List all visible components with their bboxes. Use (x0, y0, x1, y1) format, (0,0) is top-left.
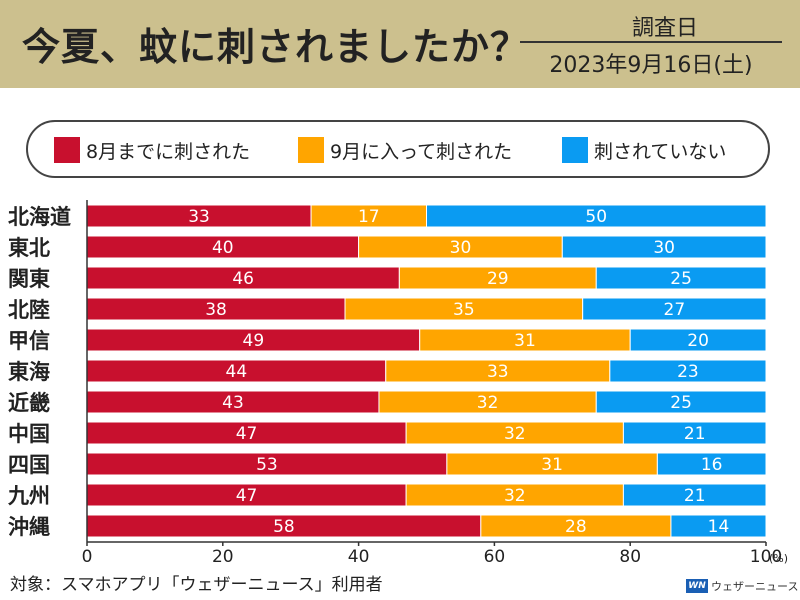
bar-segment (622, 421, 767, 445)
category-label: 東海 (8, 360, 50, 384)
survey-divider (520, 41, 782, 43)
bar-segment (582, 297, 767, 321)
legend-label: 刺されていない (594, 140, 727, 163)
data-label: 33 (487, 362, 509, 382)
x-tick-label: 40 (348, 547, 370, 567)
data-label: 32 (477, 393, 499, 413)
legend-label: 8月までに刺された (86, 140, 251, 163)
data-label: 50 (585, 207, 607, 227)
data-label: 47 (236, 424, 258, 444)
bar-segment (426, 204, 767, 228)
bar-segment (670, 514, 767, 538)
data-label: 21 (684, 486, 706, 506)
weathernews-logo: WN ウェザーニュース (686, 578, 798, 594)
category-label: 甲信 (8, 329, 50, 353)
x-tick-label: 60 (484, 547, 506, 567)
bar-segment (609, 359, 767, 383)
data-label: 30 (653, 238, 675, 258)
chart-legend: 8月までに刺された 9月に入って刺された 刺されていない (26, 120, 770, 178)
data-label: 21 (684, 424, 706, 444)
category-label: 近畿 (8, 391, 50, 415)
data-label: 47 (236, 486, 258, 506)
bar-segment (595, 390, 767, 414)
data-label: 20 (687, 331, 709, 351)
bar-segment (622, 483, 767, 507)
page-title: 今夏、蚊に刺されましたか？ (22, 25, 530, 69)
x-tick-label: 20 (212, 547, 234, 567)
legend-swatch (298, 137, 324, 163)
data-label: 16 (701, 455, 723, 475)
bar-segment (561, 235, 767, 259)
category-label: 北陸 (8, 298, 50, 322)
legend-item-not-bitten: 刺されていない (562, 137, 726, 163)
bar-segment (595, 266, 767, 290)
data-label: 53 (256, 455, 278, 475)
legend-item-before-august: 8月までに刺された (54, 137, 250, 163)
legend-swatch (562, 137, 588, 163)
data-label: 31 (514, 331, 536, 351)
data-label: 25 (670, 393, 692, 413)
data-label: 43 (222, 393, 244, 413)
data-label: 49 (243, 331, 265, 351)
category-label: 東北 (8, 236, 50, 260)
bar-segment (629, 328, 767, 352)
data-label: 25 (670, 269, 692, 289)
category-label: 中国 (8, 422, 50, 446)
legend-item-september: 9月に入って刺された (298, 137, 512, 163)
header-band: 今夏、蚊に刺されましたか？ 調査日 2023年9月16日(土) (0, 0, 800, 88)
logo-text: ウェザーニュース (711, 580, 799, 593)
category-label: 沖縄 (8, 515, 50, 539)
category-label: 関東 (8, 267, 50, 291)
weathernews-logo-icon: WN (686, 579, 708, 593)
data-label: 58 (273, 517, 295, 537)
data-label: 32 (504, 424, 526, 444)
data-label: 35 (453, 300, 475, 320)
data-label: 33 (188, 207, 210, 227)
survey-date: 2023年9月16日(土) (549, 53, 753, 78)
survey-date-label: 調査日 (631, 16, 698, 41)
category-label: 四国 (8, 453, 50, 477)
data-label: 17 (358, 207, 380, 227)
data-label: 46 (232, 269, 254, 289)
category-label: 北海道 (8, 205, 71, 229)
x-tick-label: 100 (750, 547, 782, 567)
x-tick-label: 0 (82, 547, 93, 567)
legend-label: 9月に入って刺された (330, 140, 513, 163)
data-label: 14 (708, 517, 730, 537)
data-label: 31 (541, 455, 563, 475)
data-label: 38 (205, 300, 227, 320)
data-label: 30 (450, 238, 472, 258)
data-label: 28 (565, 517, 587, 537)
data-label: 32 (504, 486, 526, 506)
data-label: 44 (226, 362, 248, 382)
data-label: 40 (212, 238, 234, 258)
x-unit-label: (%) (769, 552, 788, 565)
legend-swatch (54, 137, 80, 163)
data-label: 27 (664, 300, 686, 320)
x-tick-label: 80 (619, 547, 641, 567)
survey-target-note: 対象：スマホアプリ「ウェザーニュース」利用者 (10, 575, 383, 595)
data-label: 29 (487, 269, 509, 289)
bar-segment (656, 452, 767, 476)
data-label: 23 (677, 362, 699, 382)
category-label: 九州 (7, 484, 50, 508)
